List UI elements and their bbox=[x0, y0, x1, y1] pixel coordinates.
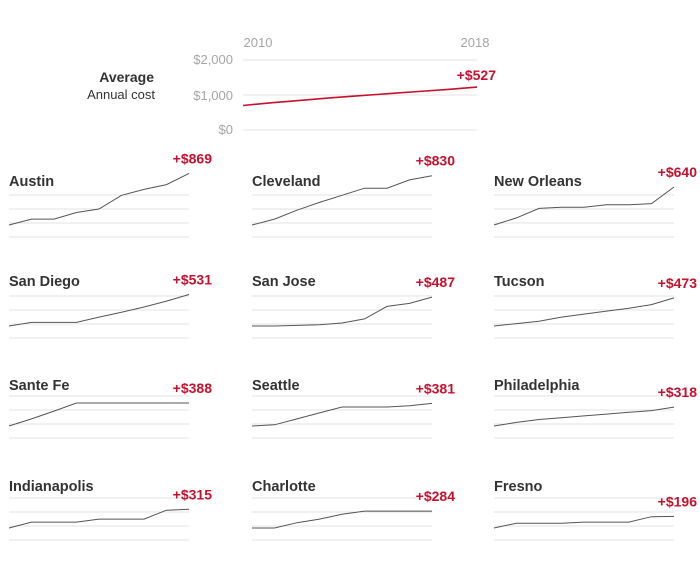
panel-san-jose: San Jose +$487 bbox=[252, 274, 456, 339]
panel-delta-label: +$284 bbox=[416, 488, 456, 504]
y-tick-label-1000: $1,000 bbox=[193, 88, 233, 103]
panel-city-label: Indianapolis bbox=[9, 479, 94, 495]
average-chart: 2010 2018 $2,000 $1,000 $0 Average Annua… bbox=[87, 35, 496, 137]
panel-delta-label: +$640 bbox=[658, 164, 698, 180]
panel-series-line bbox=[493, 297, 675, 327]
panel-delta-label: +$487 bbox=[416, 274, 456, 290]
average-title: Average bbox=[99, 69, 154, 85]
y-tick-label-2000: $2,000 bbox=[193, 52, 233, 67]
panel-city-label: San Diego bbox=[9, 274, 80, 290]
panel-sante-fe: Sante Fe +$388 bbox=[8, 378, 213, 439]
panel-delta-label: +$381 bbox=[416, 380, 456, 396]
panel-new-orleans: New Orleans +$640 bbox=[493, 164, 698, 238]
panel-charlotte: Charlotte +$284 bbox=[252, 479, 456, 541]
panel-series-line bbox=[493, 186, 675, 226]
panel-city-label: New Orleans bbox=[494, 174, 582, 190]
panel-series-line bbox=[252, 296, 433, 327]
x-tick-label-2010: 2010 bbox=[244, 35, 273, 50]
panel-delta-label: +$315 bbox=[173, 486, 213, 502]
panel-delta-label: +$196 bbox=[658, 493, 698, 509]
small-multiples: Austin +$869 Cleveland +$830 New Orleans +$64… bbox=[8, 150, 698, 541]
panel-city-label: Philadelphia bbox=[494, 378, 580, 394]
panel-series-line bbox=[8, 294, 190, 327]
panel-series-line bbox=[251, 402, 433, 427]
average-series-line bbox=[242, 86, 478, 107]
panel-austin: Austin +$869 bbox=[8, 150, 213, 238]
panel-series-line bbox=[8, 402, 189, 427]
panel-series-line bbox=[8, 172, 190, 226]
panel-city-label: Cleveland bbox=[252, 174, 321, 190]
panel-delta-label: +$869 bbox=[173, 150, 213, 166]
panel-fresno: Fresno +$196 bbox=[493, 479, 698, 541]
panel-tucson: Tucson +$473 bbox=[493, 274, 698, 339]
panel-city-label: Tucson bbox=[494, 274, 544, 290]
panel-city-label: Austin bbox=[9, 174, 54, 190]
panel-cleveland: Cleveland +$830 bbox=[251, 153, 456, 238]
panel-delta-label: +$388 bbox=[173, 380, 213, 396]
panel-series-line bbox=[252, 510, 432, 529]
panel-series-line bbox=[493, 406, 675, 427]
panel-philadelphia: Philadelphia +$318 bbox=[493, 378, 698, 439]
panel-city-label: Sante Fe bbox=[9, 378, 69, 394]
panel-seattle: Seattle +$381 bbox=[251, 378, 456, 439]
panel-indianapolis: Indianapolis +$315 bbox=[8, 479, 213, 541]
average-delta-label: +$527 bbox=[457, 67, 497, 83]
x-tick-label-2018: 2018 bbox=[461, 35, 490, 50]
panel-delta-label: +$531 bbox=[173, 271, 213, 287]
panel-san-diego: San Diego +$531 bbox=[8, 271, 213, 339]
panel-city-label: Seattle bbox=[252, 378, 300, 394]
panel-delta-label: +$318 bbox=[658, 384, 698, 400]
panel-series-line bbox=[493, 515, 675, 529]
panel-delta-label: +$830 bbox=[416, 153, 456, 169]
panel-series-line bbox=[251, 175, 433, 226]
average-subtitle: Annual cost bbox=[87, 87, 155, 102]
panel-delta-label: +$473 bbox=[658, 275, 698, 291]
panel-series-line bbox=[8, 508, 190, 529]
panel-city-label: Charlotte bbox=[252, 479, 316, 495]
panel-city-label: San Jose bbox=[252, 274, 316, 290]
y-tick-label-0: $0 bbox=[219, 122, 233, 137]
panel-city-label: Fresno bbox=[494, 479, 542, 495]
